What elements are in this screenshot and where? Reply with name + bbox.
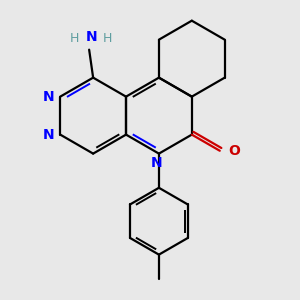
Text: O: O — [229, 144, 240, 158]
Text: H: H — [102, 32, 112, 45]
Text: H: H — [70, 32, 79, 45]
Text: N: N — [151, 156, 163, 170]
Text: N: N — [43, 90, 54, 104]
Text: N: N — [85, 30, 97, 44]
Text: N: N — [43, 128, 54, 142]
